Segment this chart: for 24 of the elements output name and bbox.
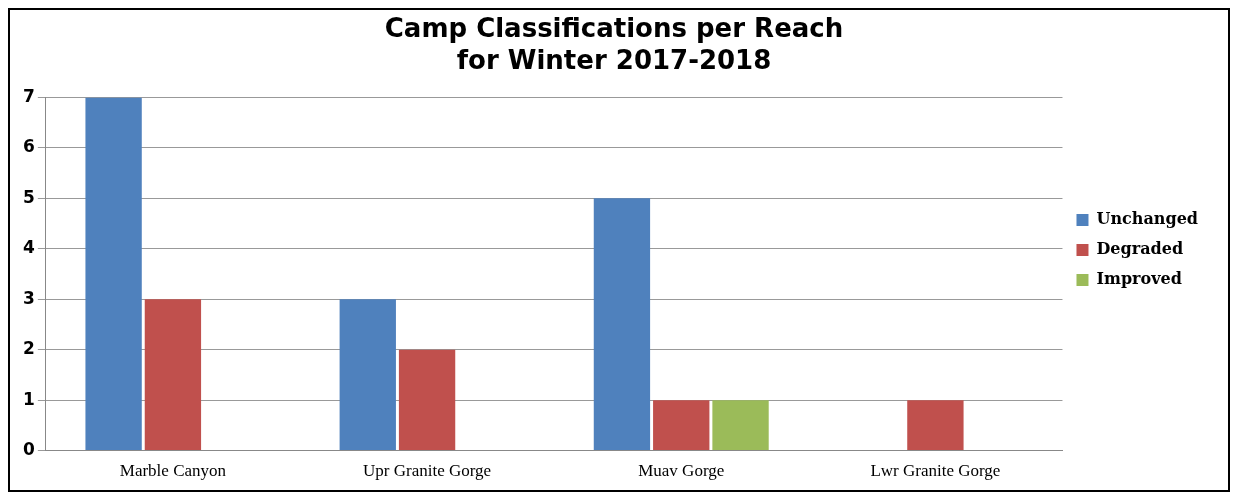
legend-label: Degraded <box>1096 239 1184 259</box>
y-tick-label: 3 <box>22 287 35 308</box>
bar <box>398 349 456 451</box>
bar <box>712 400 769 451</box>
chart-title: Camp Classifications per Reach for Winter 2017-2018 <box>384 13 844 75</box>
x-tick-label: Muav Gorge <box>638 461 725 481</box>
y-tick-label: 4 <box>22 237 35 258</box>
legend-label: Improved <box>1096 269 1182 289</box>
y-tick-label: 0 <box>22 439 35 460</box>
bar <box>144 299 202 451</box>
x-tick-label: Upr Granite Gorge <box>363 461 492 481</box>
y-tick-label: 7 <box>22 85 35 106</box>
y-tick-label: 1 <box>22 388 35 409</box>
bar <box>85 97 142 451</box>
y-tick-label: 6 <box>22 136 35 157</box>
x-tick-label: Marble Canyon <box>119 461 227 481</box>
x-tick-label: Lwr Granite Gorge <box>870 461 1001 481</box>
legend-label: Unchanged <box>1096 209 1198 229</box>
bar <box>593 198 651 451</box>
y-tick-label: 2 <box>22 338 35 359</box>
y-tick-label: 5 <box>22 186 35 207</box>
bar <box>653 400 710 451</box>
bar <box>339 299 396 451</box>
bar <box>907 400 964 451</box>
